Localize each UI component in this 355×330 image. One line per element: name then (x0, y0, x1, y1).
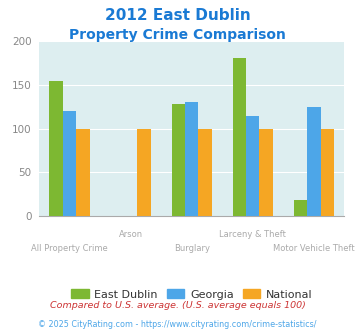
Bar (137, 129, 151, 216)
Text: Burglary: Burglary (174, 244, 210, 253)
Text: Compared to U.S. average. (U.S. average equals 100): Compared to U.S. average. (U.S. average … (50, 301, 305, 310)
Bar (49, 81, 63, 216)
Bar (233, 58, 246, 216)
Text: Arson: Arson (119, 230, 143, 239)
Text: Property Crime Comparison: Property Crime Comparison (69, 28, 286, 42)
Text: Motor Vehicle Theft: Motor Vehicle Theft (273, 244, 355, 253)
Legend: East Dublin, Georgia, National: East Dublin, Georgia, National (66, 285, 317, 304)
Bar (185, 102, 198, 216)
Text: 2012 East Dublin: 2012 East Dublin (105, 8, 250, 23)
Text: Larceny & Theft: Larceny & Theft (219, 230, 286, 239)
Bar (246, 115, 260, 216)
Bar (63, 111, 76, 216)
Bar (307, 107, 321, 216)
Bar (321, 129, 334, 216)
Bar (260, 129, 273, 216)
Bar (198, 129, 212, 216)
Text: All Property Crime: All Property Crime (31, 244, 108, 253)
Bar (171, 104, 185, 216)
Bar (76, 129, 90, 216)
Text: © 2025 CityRating.com - https://www.cityrating.com/crime-statistics/: © 2025 CityRating.com - https://www.city… (38, 320, 317, 329)
Bar (294, 200, 307, 216)
